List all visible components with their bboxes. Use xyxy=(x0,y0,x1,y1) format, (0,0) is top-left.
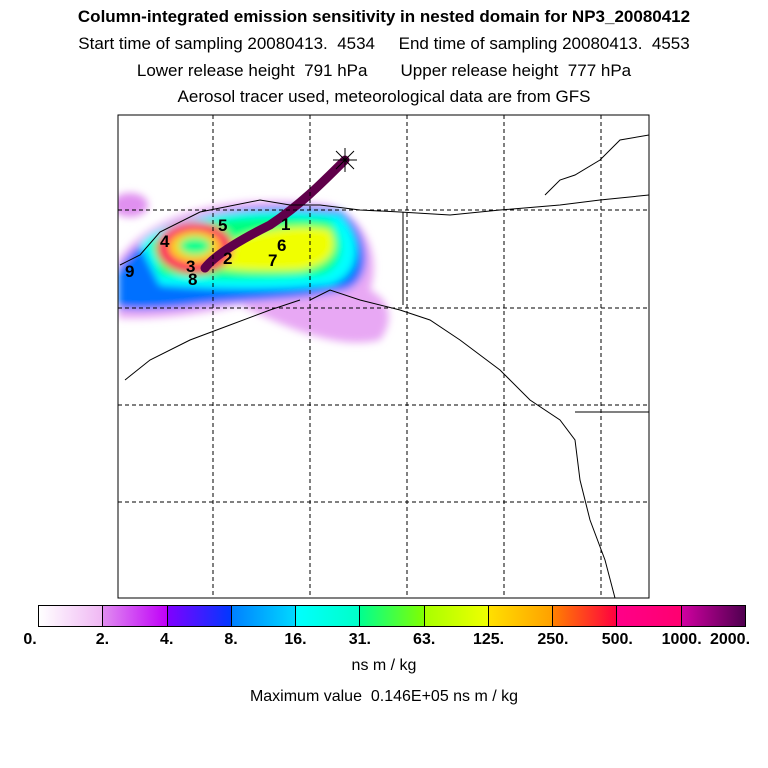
colorbar-tick-label: 63. xyxy=(413,631,436,648)
colorbar-segment xyxy=(296,606,361,626)
release-height-line: Lower release height 791 hPa Upper relea… xyxy=(136,61,632,80)
colorbar-tick-label: 8. xyxy=(224,631,238,648)
asterisk-icon xyxy=(333,148,357,172)
colorbar-tick-label: 125. xyxy=(472,631,505,648)
cluster-label: 8 xyxy=(188,270,197,289)
sensitivity-field xyxy=(118,115,649,598)
colorbar-units: ns m / kg xyxy=(351,657,417,674)
colorbar-segment xyxy=(360,606,425,626)
colorbar-tick-label: 16. xyxy=(284,631,307,648)
colorbar-tick-label: 2000. xyxy=(709,631,751,648)
cluster-label: 5 xyxy=(218,216,227,235)
tracer-info-line: Aerosol tracer used, meteorological data… xyxy=(177,87,591,106)
colorbar-segment xyxy=(103,606,168,626)
colorbar-tick-label: 250. xyxy=(537,631,569,648)
colorbar-segment xyxy=(167,606,232,626)
colorbar-segment xyxy=(617,606,682,626)
colorbar-tick-label: 31. xyxy=(348,631,371,648)
plot-title: Column-integrated emission sensitivity i… xyxy=(77,7,691,26)
cluster-label: 1 xyxy=(281,215,290,234)
colorbar xyxy=(38,605,746,627)
cluster-label: 6 xyxy=(277,236,286,255)
cluster-label: 7 xyxy=(268,251,277,270)
cluster-label: 3 xyxy=(186,257,195,276)
cluster-label: 9 xyxy=(125,262,134,281)
colorbar-tick-label: 4. xyxy=(160,631,174,648)
sampling-time-line: Start time of sampling 20080413. 4534 En… xyxy=(78,34,690,53)
colorbar-segment xyxy=(231,606,297,626)
colorbar-tick-label: 2. xyxy=(95,631,110,648)
graticule xyxy=(118,115,649,598)
colorbar-segment xyxy=(553,606,618,626)
colorbar-tick-label: 0. xyxy=(23,631,37,648)
cluster-label: 4 xyxy=(160,232,170,251)
colorbar-tick-label: 500. xyxy=(601,631,633,648)
cluster-label: 2 xyxy=(223,249,232,268)
colorbar-segment xyxy=(39,606,104,626)
colorbar-segment xyxy=(488,606,554,626)
coastlines xyxy=(119,134,649,598)
map-frame xyxy=(117,114,650,599)
colorbar-segment xyxy=(681,606,745,626)
colorbar-tick-label: 1000. xyxy=(661,631,702,648)
maximum-value-text: Maximum value 0.146E+05 ns m / kg xyxy=(249,688,519,705)
colorbar-segment xyxy=(424,606,489,626)
